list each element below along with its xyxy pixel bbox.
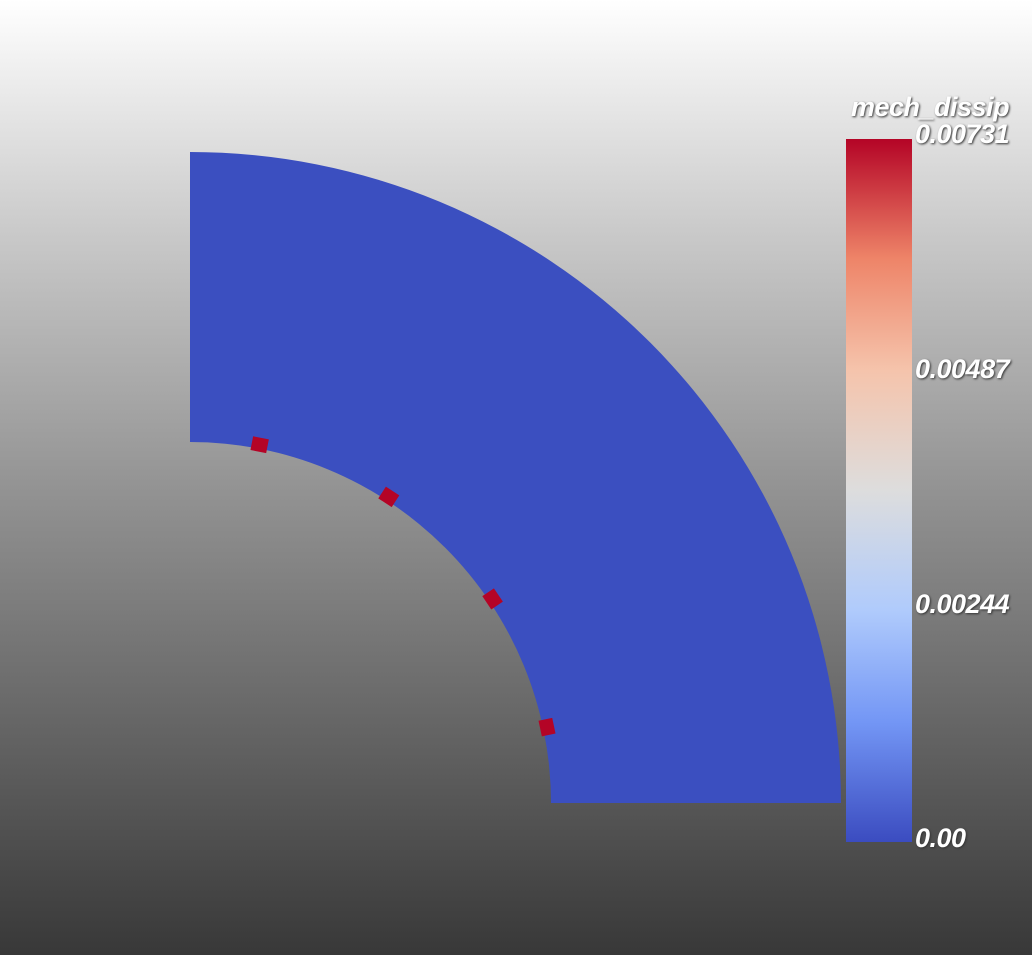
hotspot-marker bbox=[482, 588, 503, 610]
scalar-bar-tick-label: 0.00487 bbox=[915, 354, 1010, 384]
scalar-bar-min-label: 0.00 bbox=[915, 823, 966, 853]
quarter-annulus-domain bbox=[190, 152, 841, 803]
hotspot-marker bbox=[250, 436, 269, 454]
dissipation-hotspots bbox=[250, 436, 556, 737]
scalar-bar-tick-label: 0.00244 bbox=[915, 589, 1010, 619]
scalar-bar-max-label: 0.00731 bbox=[915, 119, 1010, 149]
scalar-bar-title: mech_dissip bbox=[851, 92, 1010, 122]
hotspot-marker bbox=[538, 717, 556, 737]
hotspot-marker bbox=[378, 486, 400, 508]
scalar-bar bbox=[846, 139, 912, 842]
